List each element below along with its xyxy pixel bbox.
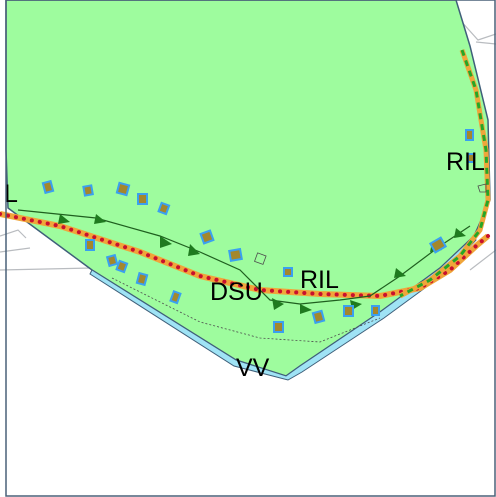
buildings (41, 129, 475, 333)
building-icon (115, 259, 129, 274)
tree-markers (58, 214, 466, 314)
tree-marker-icon (300, 304, 312, 314)
building-icon (371, 305, 380, 316)
zone-label-ril-center: RIL (300, 266, 339, 294)
building-icon (115, 181, 131, 197)
tree-marker-icon (58, 214, 70, 224)
building-icon (82, 184, 94, 197)
tree-marker-icon (188, 244, 200, 256)
building-icon (41, 179, 55, 195)
building-icon (157, 201, 171, 216)
zone-label-vv: VV (236, 354, 270, 382)
green-dashed-line (399, 49, 490, 298)
building-icon (311, 309, 326, 325)
zone-label-dsu: DSU (210, 278, 263, 306)
building-icon (465, 129, 474, 141)
building-outline-small (477, 183, 487, 193)
tree-marker-icon (394, 268, 406, 278)
footpath-line (111, 277, 381, 343)
building-icon (199, 229, 215, 245)
tree-marker-icon (454, 228, 466, 238)
map-frame-border (5, 0, 496, 497)
building-icon (428, 236, 448, 254)
building-icon (343, 305, 354, 317)
river-strip (89, 235, 477, 381)
building-icon (467, 153, 475, 163)
building-outline-small (254, 252, 267, 265)
building-icon (283, 267, 293, 277)
building-icon (135, 271, 149, 287)
building-icon (169, 289, 182, 305)
building-icon (273, 321, 284, 333)
tree-marker-icon (160, 236, 172, 248)
building-icon (228, 247, 243, 262)
tree-marker-icon (94, 214, 106, 224)
tree-marker-icon (272, 298, 284, 310)
building-icon (85, 239, 95, 251)
zone-label-ril-right: RIL (446, 148, 485, 176)
zone-label-left: L (4, 180, 18, 208)
building-icon (105, 253, 119, 268)
road-dotted-line (0, 212, 490, 299)
forest-edge-line (17, 209, 471, 305)
building-icon (137, 193, 148, 205)
